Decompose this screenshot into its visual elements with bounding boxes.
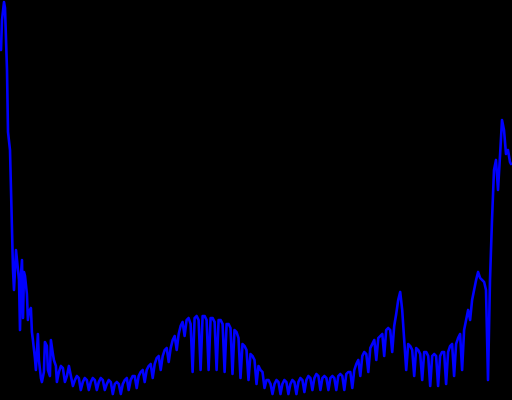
plot-background <box>0 0 512 400</box>
series-layer <box>0 0 512 396</box>
series-line-0 <box>0 0 512 396</box>
chart-area <box>0 0 512 400</box>
line-chart <box>0 0 512 400</box>
